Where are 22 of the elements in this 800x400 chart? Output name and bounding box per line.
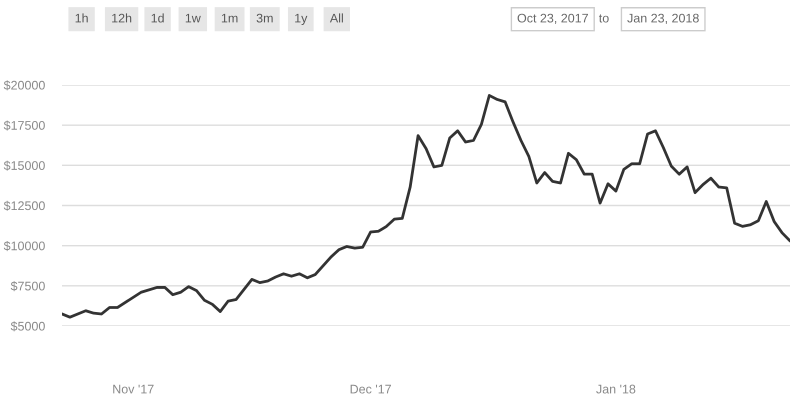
y-tick-label: $17500 (4, 120, 45, 131)
text: 1d (152, 13, 164, 23)
line-series (62, 94, 790, 319)
y-tick-label: $20000 (4, 80, 45, 90)
text: 3m (256, 14, 273, 23)
text: Oct 23, 2017 (518, 14, 588, 24)
y-tick-label: $12500 (4, 200, 45, 211)
x-tick-label: Jan '18 (596, 384, 636, 394)
x-tick-label: Dec '17 (350, 384, 391, 394)
text: All (330, 13, 343, 22)
text: 1m (222, 14, 238, 22)
text: 12h (112, 13, 132, 22)
text: 1w (186, 14, 201, 22)
x-tick-label: Nov '17 (113, 384, 154, 394)
text: to (598, 14, 609, 23)
y-tick-label: $10000 (4, 240, 45, 252)
text: 1y (295, 14, 308, 26)
y-tick-label: $15000 (4, 160, 45, 171)
text: 1h (76, 13, 88, 22)
y-tick-label: $7500 (10, 281, 45, 292)
text: Jan 23, 2018 (627, 14, 699, 24)
y-tick-label: $5000 (10, 321, 45, 332)
